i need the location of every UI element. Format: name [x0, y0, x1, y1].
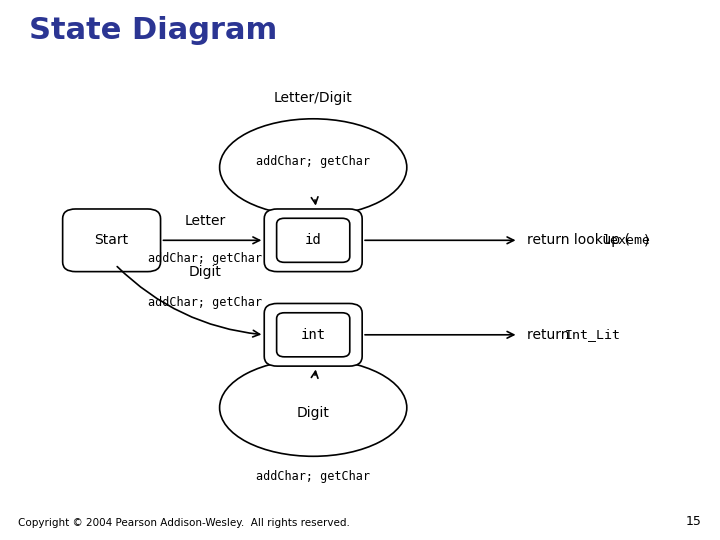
Text: ): ) — [644, 233, 649, 247]
FancyBboxPatch shape — [264, 209, 362, 272]
Text: lexeme: lexeme — [603, 234, 652, 247]
FancyBboxPatch shape — [63, 209, 161, 272]
Text: Digit: Digit — [189, 266, 222, 280]
Text: addChar; getChar: addChar; getChar — [256, 470, 370, 483]
Text: Int_Lit: Int_Lit — [564, 328, 621, 341]
Text: 15: 15 — [686, 515, 702, 528]
Text: Copyright © 2004 Pearson Addison-Wesley.  All rights reserved.: Copyright © 2004 Pearson Addison-Wesley.… — [18, 518, 350, 528]
Text: return lookup (: return lookup ( — [527, 233, 630, 247]
Text: id: id — [305, 233, 322, 247]
Text: State Diagram: State Diagram — [29, 16, 277, 45]
Text: int: int — [301, 328, 325, 342]
Text: addChar; getChar: addChar; getChar — [148, 252, 262, 265]
FancyBboxPatch shape — [264, 303, 362, 366]
Text: addChar; getChar: addChar; getChar — [256, 156, 370, 168]
Text: Letter: Letter — [184, 214, 226, 228]
Text: addChar; getChar: addChar; getChar — [148, 296, 262, 309]
FancyBboxPatch shape — [276, 218, 350, 262]
Text: Digit: Digit — [297, 406, 330, 420]
Text: Letter/Digit: Letter/Digit — [274, 91, 353, 105]
FancyArrowPatch shape — [117, 267, 260, 337]
FancyBboxPatch shape — [276, 313, 350, 357]
Text: Start: Start — [94, 233, 129, 247]
Text: return: return — [527, 328, 574, 342]
